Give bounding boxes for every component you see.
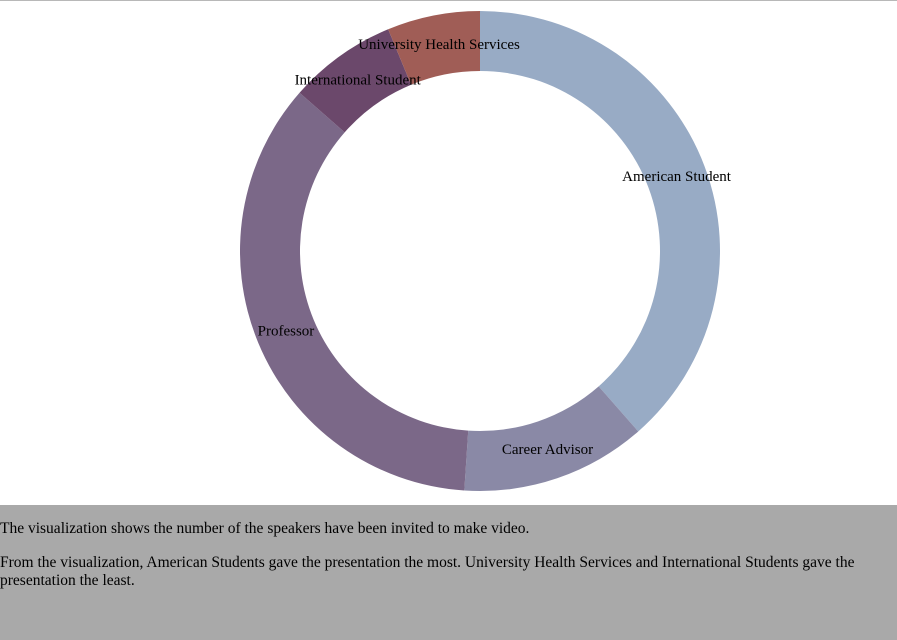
description-findings: From the visualization, American Student… bbox=[0, 554, 855, 589]
slice-labels: American Student Career Advisor Professor I… bbox=[258, 37, 732, 458]
slice-international-student bbox=[299, 29, 412, 133]
top-divider bbox=[0, 0, 897, 1]
slice-label-international-student: International Student bbox=[295, 72, 422, 88]
description-summary: The visualization shows the number of th… bbox=[0, 520, 530, 537]
donut-chart: American Student Career Advisor Professor I… bbox=[0, 1, 897, 505]
slice-label-university-health-services: University Health Services bbox=[358, 37, 520, 53]
slice-label-professor: Professor bbox=[258, 323, 315, 339]
slice-label-career-advisor: Career Advisor bbox=[502, 442, 593, 458]
donut-chart-svg: American Student Career Advisor Professor I… bbox=[239, 11, 732, 492]
slice-university-health-services bbox=[388, 11, 480, 85]
slice-professor bbox=[239, 92, 469, 491]
slice-american-student bbox=[480, 11, 720, 432]
slice-label-american-student: American Student bbox=[622, 169, 732, 185]
description-panel: The visualization shows the number of th… bbox=[0, 505, 897, 640]
slice-career-advisor bbox=[464, 386, 639, 492]
